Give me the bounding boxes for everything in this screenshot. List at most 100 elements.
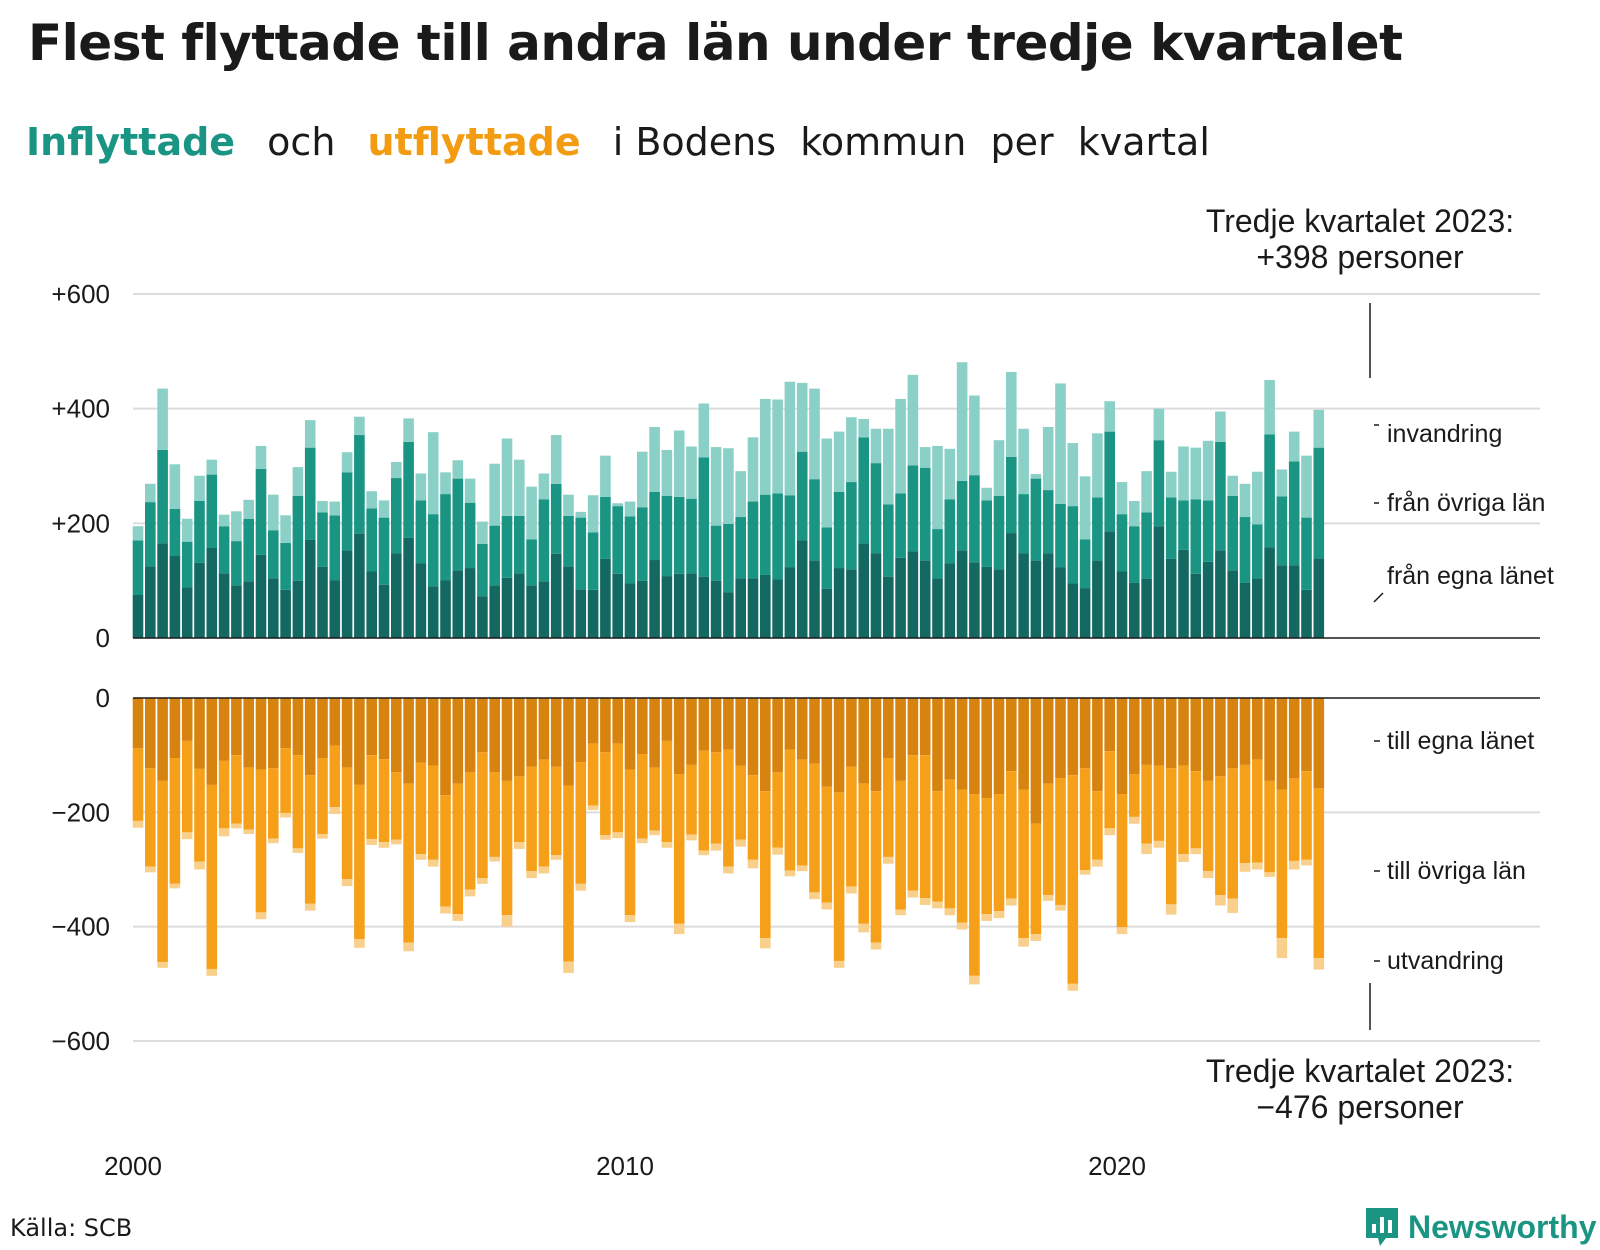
inflow-bar-segment [1288,565,1300,638]
outflow-bar-segment [501,780,513,916]
inflow-bar-segment [907,465,919,552]
inflow-bar-segment [514,459,525,516]
inflow-bar-segment [231,585,242,638]
inflow-bar-segment [1006,533,1017,638]
inflow-bar-segment [858,418,869,438]
inflow-bar-segment [747,501,759,579]
outflow-bar-segment [821,786,833,903]
inflow-bar-segment [1153,526,1165,638]
inflow-bar-segment [858,543,869,638]
subtitle-inflow: Inflyttade [26,120,236,164]
inflow-bar-segment [464,502,476,569]
inflow-bar-segment [206,474,218,548]
inflow-bar-segment [1006,456,1017,534]
inflow-bar-segment [686,498,697,574]
inflow-bar-segment [1129,526,1140,583]
inflow-bar-segment [1018,494,1029,554]
y-tick-label: −600 [51,1026,110,1056]
outflow-bar-segment [292,755,304,849]
outflow-bar-segment [796,759,808,866]
outflow-bar-segment [870,791,882,943]
outflow-bar-segment [809,892,820,900]
outflow-bar-segment [907,890,919,898]
outflow-bar-segment [809,698,820,764]
outflow-bar-segment [157,962,168,968]
inflow-bar-segment [600,558,611,638]
outflow-bar-segment [698,750,710,851]
inflow-bar-segment [1301,589,1312,638]
outflow-bar-segment [563,961,574,973]
outflow-bar-segment [427,765,439,860]
inflow-bar-segment [1252,578,1263,638]
inflow-bar-segment [194,500,205,563]
inflow-bar-segment [514,515,525,574]
outflow-bar-segment [870,698,882,792]
inflow-bar-segment [563,515,574,567]
outflow-bar-segment [784,870,796,877]
inflow-bar-segment [354,416,365,436]
outflow-bar-segment [378,759,390,843]
inflow-bar-segment [969,562,980,638]
inflow-bar-segment [1288,461,1300,566]
outflow-bar-segment [1288,778,1300,861]
outflow-bar-segment [575,883,587,891]
inflow-bar-segment [575,511,587,518]
series-leader [1373,592,1384,603]
inflow-bar-segment [760,494,771,575]
outflow-bar-segment [304,903,316,911]
outflow-bar-segment [932,901,943,909]
outflow-bar-segment [255,698,267,770]
outflow-bar-segment [600,835,611,840]
axis-lines [133,637,1540,699]
outflow-bar-segment [1055,778,1066,905]
outflow-bar-segment [612,832,623,839]
inflow-bar-segment [243,581,254,638]
inflow-bar-segment [993,569,1005,638]
outflow-bar-segment [944,908,956,916]
outflow-bar-segment [612,698,623,744]
outflow-bar-segment [538,759,550,867]
inflow-bar-segment [735,578,746,638]
inflow-bar-segment [1141,471,1152,513]
inflow-bar-segment [501,438,513,516]
outflow-bar-segment [231,755,242,824]
outflow-bar-segment [747,859,759,869]
outflow-bar-segment [1141,843,1152,855]
inflow-bar-segment [932,578,943,638]
inflow-bar-segment [403,418,414,442]
inflow-bar-segment [354,533,365,638]
outflow-bar-segment [440,698,451,796]
inflow-bar-segment [157,388,168,450]
outflow-bar-segment [354,698,365,785]
inflow-bar-segment [218,573,230,638]
inflow-bar-segment [600,496,611,559]
inflow-bar-segment [550,553,562,638]
inflow-bar-segment [944,563,956,638]
x-tick-label: 2000 [104,1151,162,1181]
inflow-bar-segment [231,541,242,586]
inflow-bar-segment [870,463,882,554]
outflow-bar-segment [1276,789,1288,939]
outflow-bar-segment [366,839,377,845]
outflow-bar-segment [169,883,181,889]
outflow-bar-segment [206,698,218,785]
chart-subtitle: Inflyttade och utflyttade i Bodens kommu… [26,120,1230,164]
inflow-bar-segment [366,508,377,572]
inflow-bar-segment [1165,558,1177,638]
inflow-bars [132,362,1325,638]
outflow-bar-segment [833,960,845,968]
inflow-bar-segment [673,573,685,638]
outflow-bar-segment [304,775,316,904]
inflow-bar-segment [772,579,783,638]
inflow-bar-segment [415,500,427,564]
inflow-bar-segment [1104,531,1115,638]
outflow-bar-segment [563,785,574,962]
inflow-bar-segment [710,580,722,638]
inflow-bar-segment [686,446,697,499]
inflow-bar-segment [1301,517,1312,590]
outflow-bar-segment [194,861,205,870]
outflow-bar-segment [661,740,673,843]
inflow-bar-segment [735,517,746,579]
inflow-bar-segment [723,592,734,638]
outflow-bar-segment [403,698,414,784]
